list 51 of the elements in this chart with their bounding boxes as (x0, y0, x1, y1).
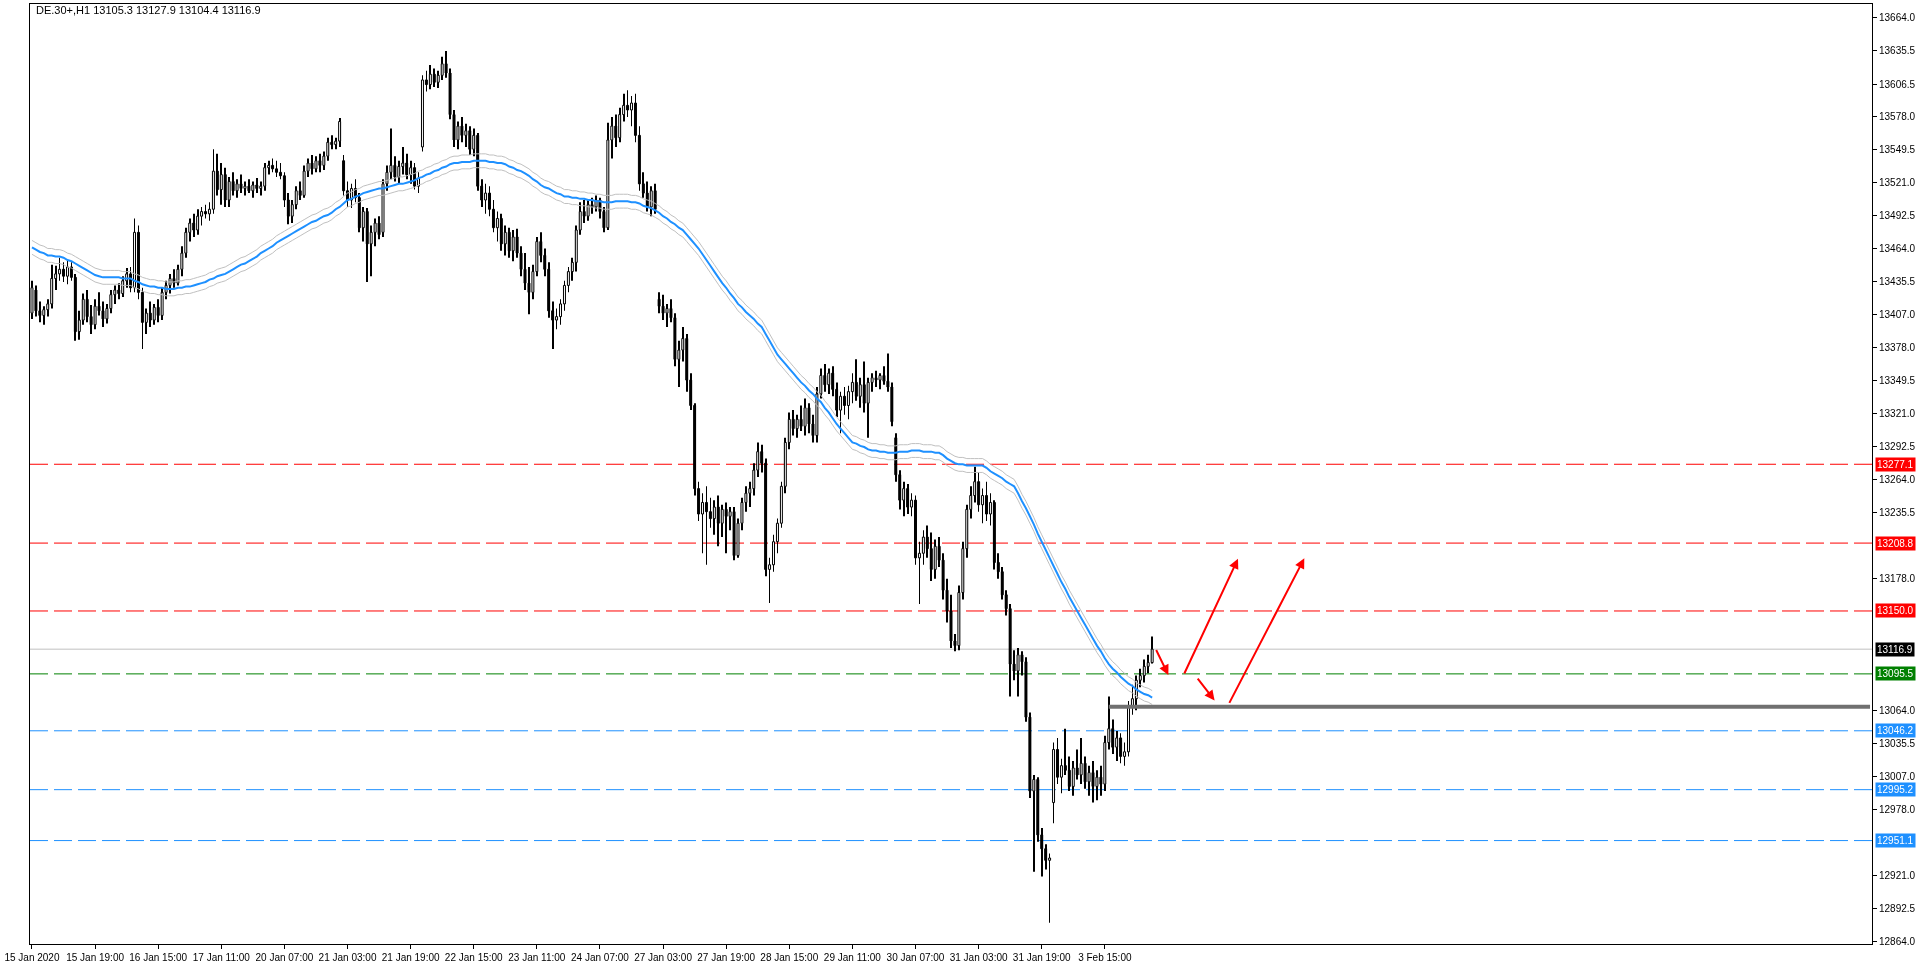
x-tick-label: 31 Jan 03:00 (949, 952, 1008, 963)
y-tick-label: 12864.0 (1879, 935, 1916, 947)
x-tick-label: 17 Jan 11:00 (192, 952, 251, 963)
x-tick-label: 27 Jan 03:00 (634, 952, 693, 963)
y-tick-label: 13292.5 (1879, 440, 1916, 452)
x-tick-label: 23 Jan 11:00 (508, 952, 566, 963)
y-tick-label: 13521.0 (1879, 177, 1916, 189)
x-tick-label: 24 Jan 07:00 (571, 952, 630, 963)
ref-line-label: 13095.5 (1877, 668, 1914, 679)
x-tick-label: 15 Jan 19:00 (66, 952, 125, 963)
y-tick-label: 13178.0 (1879, 573, 1916, 585)
y-tick-label: 13378.0 (1879, 342, 1916, 354)
y-tick-label: 13549.5 (1879, 144, 1916, 156)
ref-line-label: 13277.1 (1877, 459, 1914, 470)
ref-line-label: 12995.2 (1877, 784, 1914, 795)
x-tick-label: 21 Jan 19:00 (381, 952, 440, 963)
y-tick-label: 13606.5 (1879, 78, 1916, 90)
ref-line-label: 13208.8 (1877, 538, 1914, 549)
y-tick-label: 13664.0 (1879, 12, 1916, 24)
y-tick-label: 13064.0 (1879, 704, 1916, 716)
y-tick-label: 13235.5 (1879, 506, 1916, 518)
x-tick-label: 15 Jan 2020 (4, 952, 60, 963)
y-tick-label: 13435.5 (1879, 275, 1916, 287)
x-tick-label: 20 Jan 07:00 (255, 952, 314, 963)
x-tick-label: 22 Jan 15:00 (444, 952, 504, 963)
x-tick-label: 21 Jan 03:00 (318, 952, 377, 963)
ref-line-label: 12951.1 (1877, 835, 1914, 846)
y-tick-label: 13007.0 (1879, 770, 1916, 782)
ref-line-label: 13116.9 (1877, 644, 1913, 655)
x-tick-label: 16 Jan 15:00 (129, 952, 188, 963)
y-tick-label: 12892.5 (1879, 902, 1916, 914)
x-tick-label: 27 Jan 19:00 (697, 952, 756, 963)
y-tick-label: 13407.0 (1879, 308, 1916, 320)
x-tick-label: 31 Jan 19:00 (1012, 952, 1072, 963)
y-tick-label: 13349.5 (1879, 375, 1916, 387)
y-tick-label: 13635.5 (1879, 45, 1916, 57)
x-tick-label: 28 Jan 15:00 (760, 952, 819, 963)
ref-line-label: 13150.0 (1877, 605, 1914, 616)
y-tick-label: 13321.0 (1879, 408, 1916, 420)
y-tick-label: 13264.0 (1879, 473, 1916, 485)
y-tick-label: 12921.0 (1879, 869, 1916, 881)
y-tick-label: 13492.5 (1879, 210, 1916, 222)
chart-title: DE.30+,H1 13105.3 13127.9 13104.4 13116.9 (36, 3, 261, 16)
y-tick-label: 13578.0 (1879, 111, 1916, 123)
y-tick-label: 13035.5 (1879, 737, 1916, 749)
x-tick-label: 29 Jan 11:00 (823, 952, 882, 963)
y-tick-label: 13464.0 (1879, 242, 1916, 254)
ref-line-label: 13046.2 (1877, 725, 1914, 736)
x-tick-label: 30 Jan 07:00 (886, 952, 945, 963)
y-tick-label: 12978.0 (1879, 804, 1916, 816)
x-tick-label: 3 Feb 15:00 (1078, 952, 1132, 963)
